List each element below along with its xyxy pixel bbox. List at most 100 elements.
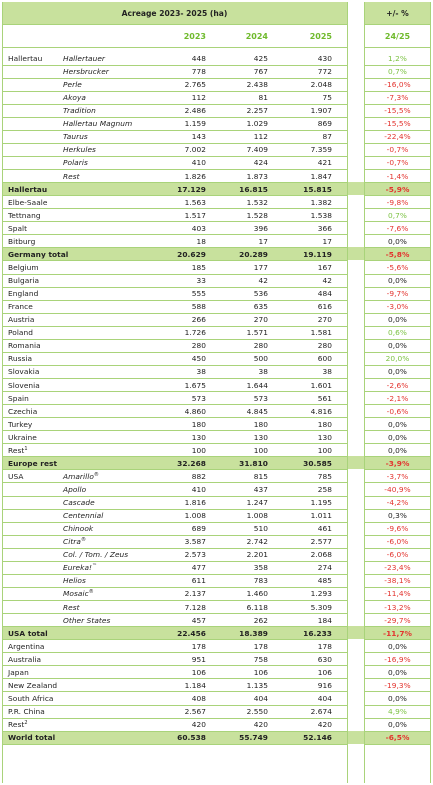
row-divider (2, 717, 347, 719)
region-cell: Rest2 (8, 718, 28, 731)
row-divider-change (364, 338, 431, 340)
value-2024-cell: 1.528 (246, 210, 268, 220)
table-row: Rest 1.826 1.873 1.847 -1,4% (2, 170, 431, 183)
value-2025-cell: 16.233 (303, 628, 332, 638)
value-2023-cell: 32.268 (177, 458, 206, 468)
value-2023-cell: 4.860 (184, 406, 206, 416)
value-2023-cell: 477 (191, 563, 206, 573)
change-percent-cell: -11,4% (384, 589, 411, 599)
variety-cell: Amarillo® (63, 470, 99, 483)
row-divider-change (364, 482, 431, 484)
change-percent-cell: 0,0% (388, 667, 407, 677)
total-row: USA total 22.456 18.389 16.233 -11,7% (2, 627, 431, 640)
variety-cell: Citra® (63, 535, 86, 548)
region-cell: Tettnang (8, 210, 41, 220)
region-cell: Germany total (8, 249, 69, 259)
change-percent-cell: 0,0% (388, 341, 407, 351)
change-percent-cell: -6,5% (385, 733, 410, 743)
value-2023-cell: 2.486 (184, 106, 206, 116)
table-row: Hallertau Hallertauer 448 425 430 1,2% (2, 52, 431, 65)
table-row: Centennial 1.008 1.008 1.011 0,3% (2, 509, 431, 522)
column-header-divider (2, 47, 347, 48)
row-divider-change (364, 652, 431, 654)
value-2024-cell: 180 (253, 419, 268, 429)
change-percent-cell: 0,0% (388, 432, 407, 442)
value-2024-cell: 437 (253, 484, 268, 494)
row-divider-change (364, 129, 431, 131)
table-row: South Africa 408 404 404 0,0% (2, 692, 431, 705)
table-row: Bitburg 18 17 17 0,0% (2, 235, 431, 248)
header-divider (2, 24, 347, 25)
row-divider (2, 404, 347, 406)
value-2024-cell: 2.257 (246, 106, 268, 116)
table-row: Turkey 180 180 180 0,0% (2, 418, 431, 431)
value-2023-cell: 3.587 (184, 537, 206, 547)
row-divider-change (364, 64, 431, 66)
change-header-band (364, 2, 431, 24)
row-divider-change (364, 247, 431, 249)
value-2025-cell: 1.011 (310, 511, 332, 521)
row-divider (2, 678, 347, 680)
value-2025-cell: 2.048 (310, 80, 332, 90)
change-column-header-divider (364, 47, 431, 48)
value-2024-cell: 38 (258, 367, 268, 377)
year-2024-header: 2024 (245, 32, 268, 41)
row-divider (2, 495, 347, 497)
table-row: England 555 536 484 -9,7% (2, 287, 431, 300)
row-divider-change (364, 208, 431, 210)
value-2024-cell: 500 (253, 354, 268, 364)
table-row: Argentina 178 178 178 0,0% (2, 640, 431, 653)
variety-cell: Herkules (63, 145, 96, 155)
value-2025-cell: 178 (317, 641, 332, 651)
change-percent-cell: 4,9% (388, 707, 407, 716)
variety-cell: Eureka!™ (63, 561, 97, 574)
value-2024-cell: 424 (253, 158, 268, 168)
value-2025-cell: 52.146 (303, 733, 332, 743)
value-2025-cell: 184 (317, 615, 332, 625)
table-row: Apollo 410 437 258 -40,9% (2, 483, 431, 496)
value-2023-cell: 555 (191, 289, 206, 299)
value-2025-cell: 100 (317, 445, 332, 455)
change-percent-cell: -13,2% (384, 602, 411, 612)
value-2024-cell: 396 (253, 223, 268, 233)
value-2024-cell: 758 (253, 654, 268, 664)
table-row: Cascade 1.816 1.247 1.195 -4,2% (2, 496, 431, 509)
row-divider-change (364, 730, 431, 732)
value-2024-cell: 20.289 (239, 249, 268, 259)
row-divider-change (364, 142, 431, 144)
value-2025-cell: 1.382 (310, 197, 332, 207)
value-2025-cell: 461 (317, 524, 332, 534)
row-divider (2, 626, 347, 628)
row-divider-change (364, 704, 431, 706)
table-row: Australia 951 758 630 -16,9% (2, 653, 431, 666)
change-percent-cell: -2,6% (386, 380, 409, 390)
region-cell: World total (8, 733, 56, 743)
table-row: USA Amarillo® 882 815 785 -3,7% (2, 470, 431, 483)
change-percent-cell: -5,8% (385, 249, 410, 259)
value-2023-cell: 18 (196, 236, 206, 246)
table-row: Spalt 403 396 366 -7,6% (2, 222, 431, 235)
change-percent-cell: 0,0% (388, 236, 407, 246)
value-2024-cell: 112 (253, 132, 268, 142)
value-2024-cell: 177 (253, 262, 268, 272)
value-2023-cell: 7.128 (184, 602, 206, 612)
table-row: Hersbrucker 778 767 772 0,7% (2, 65, 431, 78)
change-percent-cell: 0,0% (388, 315, 407, 325)
row-divider (2, 665, 347, 667)
value-2025-cell: 2.577 (310, 537, 332, 547)
row-divider-change (364, 286, 431, 288)
region-cell: Poland (8, 328, 33, 338)
row-divider (2, 169, 347, 171)
row-divider-change (364, 221, 431, 223)
value-2025-cell: 180 (317, 419, 332, 429)
row-divider-change (364, 273, 431, 275)
table-row: Helios 611 783 485 -38,1% (2, 574, 431, 587)
table-row: Akoya 112 81 75 -7,3% (2, 91, 431, 104)
variety-cell: Rest (63, 171, 80, 181)
value-2023-cell: 611 (191, 576, 206, 586)
table-row: Col. / Tom. / Zeus 2.573 2.201 2.068 -6,0% (2, 548, 431, 561)
row-divider-change (364, 691, 431, 693)
trademark-marker: ® (93, 471, 99, 478)
value-2024-cell: 2.201 (246, 550, 268, 560)
value-2024-cell: 1.873 (246, 171, 268, 181)
